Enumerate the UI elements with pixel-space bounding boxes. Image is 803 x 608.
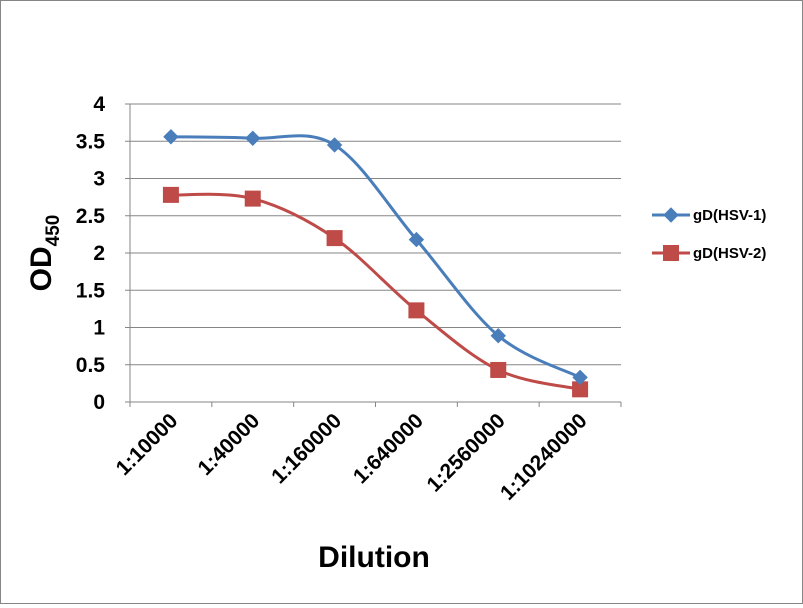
- series-gd-hsv-2--point: [490, 361, 507, 378]
- series-gd-hsv-1--point: [408, 231, 425, 248]
- y-tick-label: 3: [93, 168, 105, 191]
- series-gd-hsv-1--point: [326, 137, 343, 153]
- y-axis-title-subscript: 450: [43, 215, 64, 247]
- series-gd-hsv-1--point: [490, 327, 506, 344]
- x-axis-title: Dilution: [318, 541, 430, 574]
- gridlines: [130, 103, 621, 366]
- y-tick-label: 1: [93, 317, 105, 340]
- y-tick-label: 0.5: [76, 354, 106, 377]
- legend-swatch-marker: [663, 207, 679, 223]
- series-gd-hsv-2--point: [326, 230, 343, 247]
- series-gd-hsv-2--point: [408, 302, 425, 319]
- axes: [125, 103, 622, 407]
- series-gd-hsv-1--point: [572, 369, 588, 386]
- y-tick-label: 0: [93, 391, 105, 414]
- series-gd-hsv-1--point: [163, 129, 179, 145]
- legend-item: gD(HSV-1): [652, 207, 766, 224]
- x-tick-label: 1:640000: [349, 409, 428, 488]
- y-axis-ticks: 0 0.5 1 1.5 2 2.5 3 3.5 4: [76, 93, 106, 414]
- series-layer: [162, 129, 589, 398]
- legend-label: gD(HSV-1): [693, 207, 766, 224]
- series-gd-hsv-1--point: [245, 130, 261, 146]
- x-tick-label: 1:10240000: [496, 409, 592, 505]
- legend-label: gD(HSV-2): [693, 245, 766, 262]
- x-tick-label: 1:160000: [267, 409, 346, 488]
- y-axis-title: OD450: [25, 215, 64, 292]
- series-gd-hsv-2--line: [169, 192, 582, 391]
- y-tick-label: 2.5: [76, 205, 106, 228]
- y-tick-label: 2: [93, 242, 105, 265]
- x-tick-label: 1:10000: [112, 409, 183, 480]
- series-gd-hsv-2--point: [162, 186, 179, 203]
- x-tick-label: 1:40000: [194, 409, 265, 480]
- y-axis-title-main: OD: [25, 246, 58, 291]
- x-tick-label: 1:2560000: [423, 409, 510, 496]
- x-axis-ticks: 1:10000 1:40000 1:160000 1:6400001:25600001…: [112, 409, 592, 505]
- legend: gD(HSV-1) gD(HSV-2): [652, 207, 766, 262]
- y-tick-label: 4: [93, 93, 105, 116]
- series-gd-hsv-2--point: [244, 190, 261, 207]
- y-tick-label: 3.5: [76, 130, 106, 153]
- legend-swatch-marker: [663, 245, 679, 261]
- series-gd-hsv-1--line: [169, 134, 582, 379]
- legend-item: gD(HSV-2): [652, 245, 766, 262]
- y-tick-label: 1.5: [76, 279, 106, 302]
